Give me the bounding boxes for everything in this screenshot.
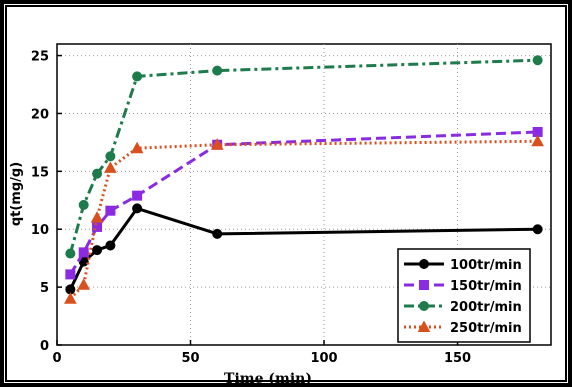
- x-tick-label: 0: [52, 351, 61, 366]
- data-point: [64, 292, 77, 304]
- y-tick-label: 5: [40, 281, 49, 296]
- legend-item: 250tr/min: [404, 320, 522, 336]
- y-tick-label: 10: [31, 223, 49, 238]
- series-250tr-min: [64, 134, 544, 304]
- data-point: [105, 151, 116, 162]
- legend-item: 100tr/min: [404, 258, 522, 273]
- legend: 100tr/min 150tr/min 200tr/min 250tr/min: [397, 248, 531, 343]
- data-point: [132, 203, 143, 214]
- legend-item: 150tr/min: [404, 279, 522, 294]
- x-axis-title: Time (min): [224, 371, 312, 387]
- y-tick-label: 0: [40, 339, 49, 354]
- data-point: [532, 55, 543, 66]
- data-point: [105, 205, 116, 216]
- y-axis-title: qt(mg/g): [9, 162, 24, 226]
- y-tick-label: 20: [31, 107, 49, 122]
- x-tick-label: 100: [310, 351, 337, 366]
- inner-frame: [5, 5, 567, 382]
- data-point: [130, 141, 144, 154]
- axis-ticks: 0 50 100 150 0 5 10 15 20 25: [31, 50, 471, 366]
- data-point: [77, 278, 91, 290]
- data-point: [78, 199, 89, 210]
- data-point: [419, 280, 429, 290]
- data-point: [78, 247, 89, 258]
- data-point: [212, 65, 223, 76]
- series-layer: [64, 55, 544, 304]
- legend-label: 100tr/min: [450, 258, 522, 273]
- data-point: [65, 269, 76, 280]
- data-point: [90, 211, 104, 223]
- data-point: [132, 71, 143, 82]
- data-point: [105, 240, 116, 251]
- legend-item: 200tr/min: [404, 300, 522, 315]
- data-point: [210, 138, 224, 150]
- x-tick-label: 50: [181, 351, 199, 366]
- legend-label: 250tr/min: [450, 321, 522, 336]
- data-point: [92, 168, 103, 179]
- data-point: [212, 228, 223, 239]
- data-point: [132, 190, 143, 201]
- data-point: [92, 245, 103, 256]
- y-tick-label: 25: [31, 50, 49, 65]
- y-tick-label: 15: [31, 165, 49, 180]
- legend-label: 150tr/min: [450, 279, 522, 294]
- x-tick-label: 150: [444, 351, 471, 366]
- series-200tr-min: [65, 55, 543, 259]
- data-point: [531, 134, 544, 147]
- data-point: [104, 161, 117, 173]
- data-point: [419, 301, 429, 311]
- data-point: [417, 320, 431, 332]
- data-point: [532, 224, 543, 235]
- data-point: [419, 259, 429, 269]
- data-point: [65, 248, 76, 259]
- legend-label: 200tr/min: [450, 300, 522, 315]
